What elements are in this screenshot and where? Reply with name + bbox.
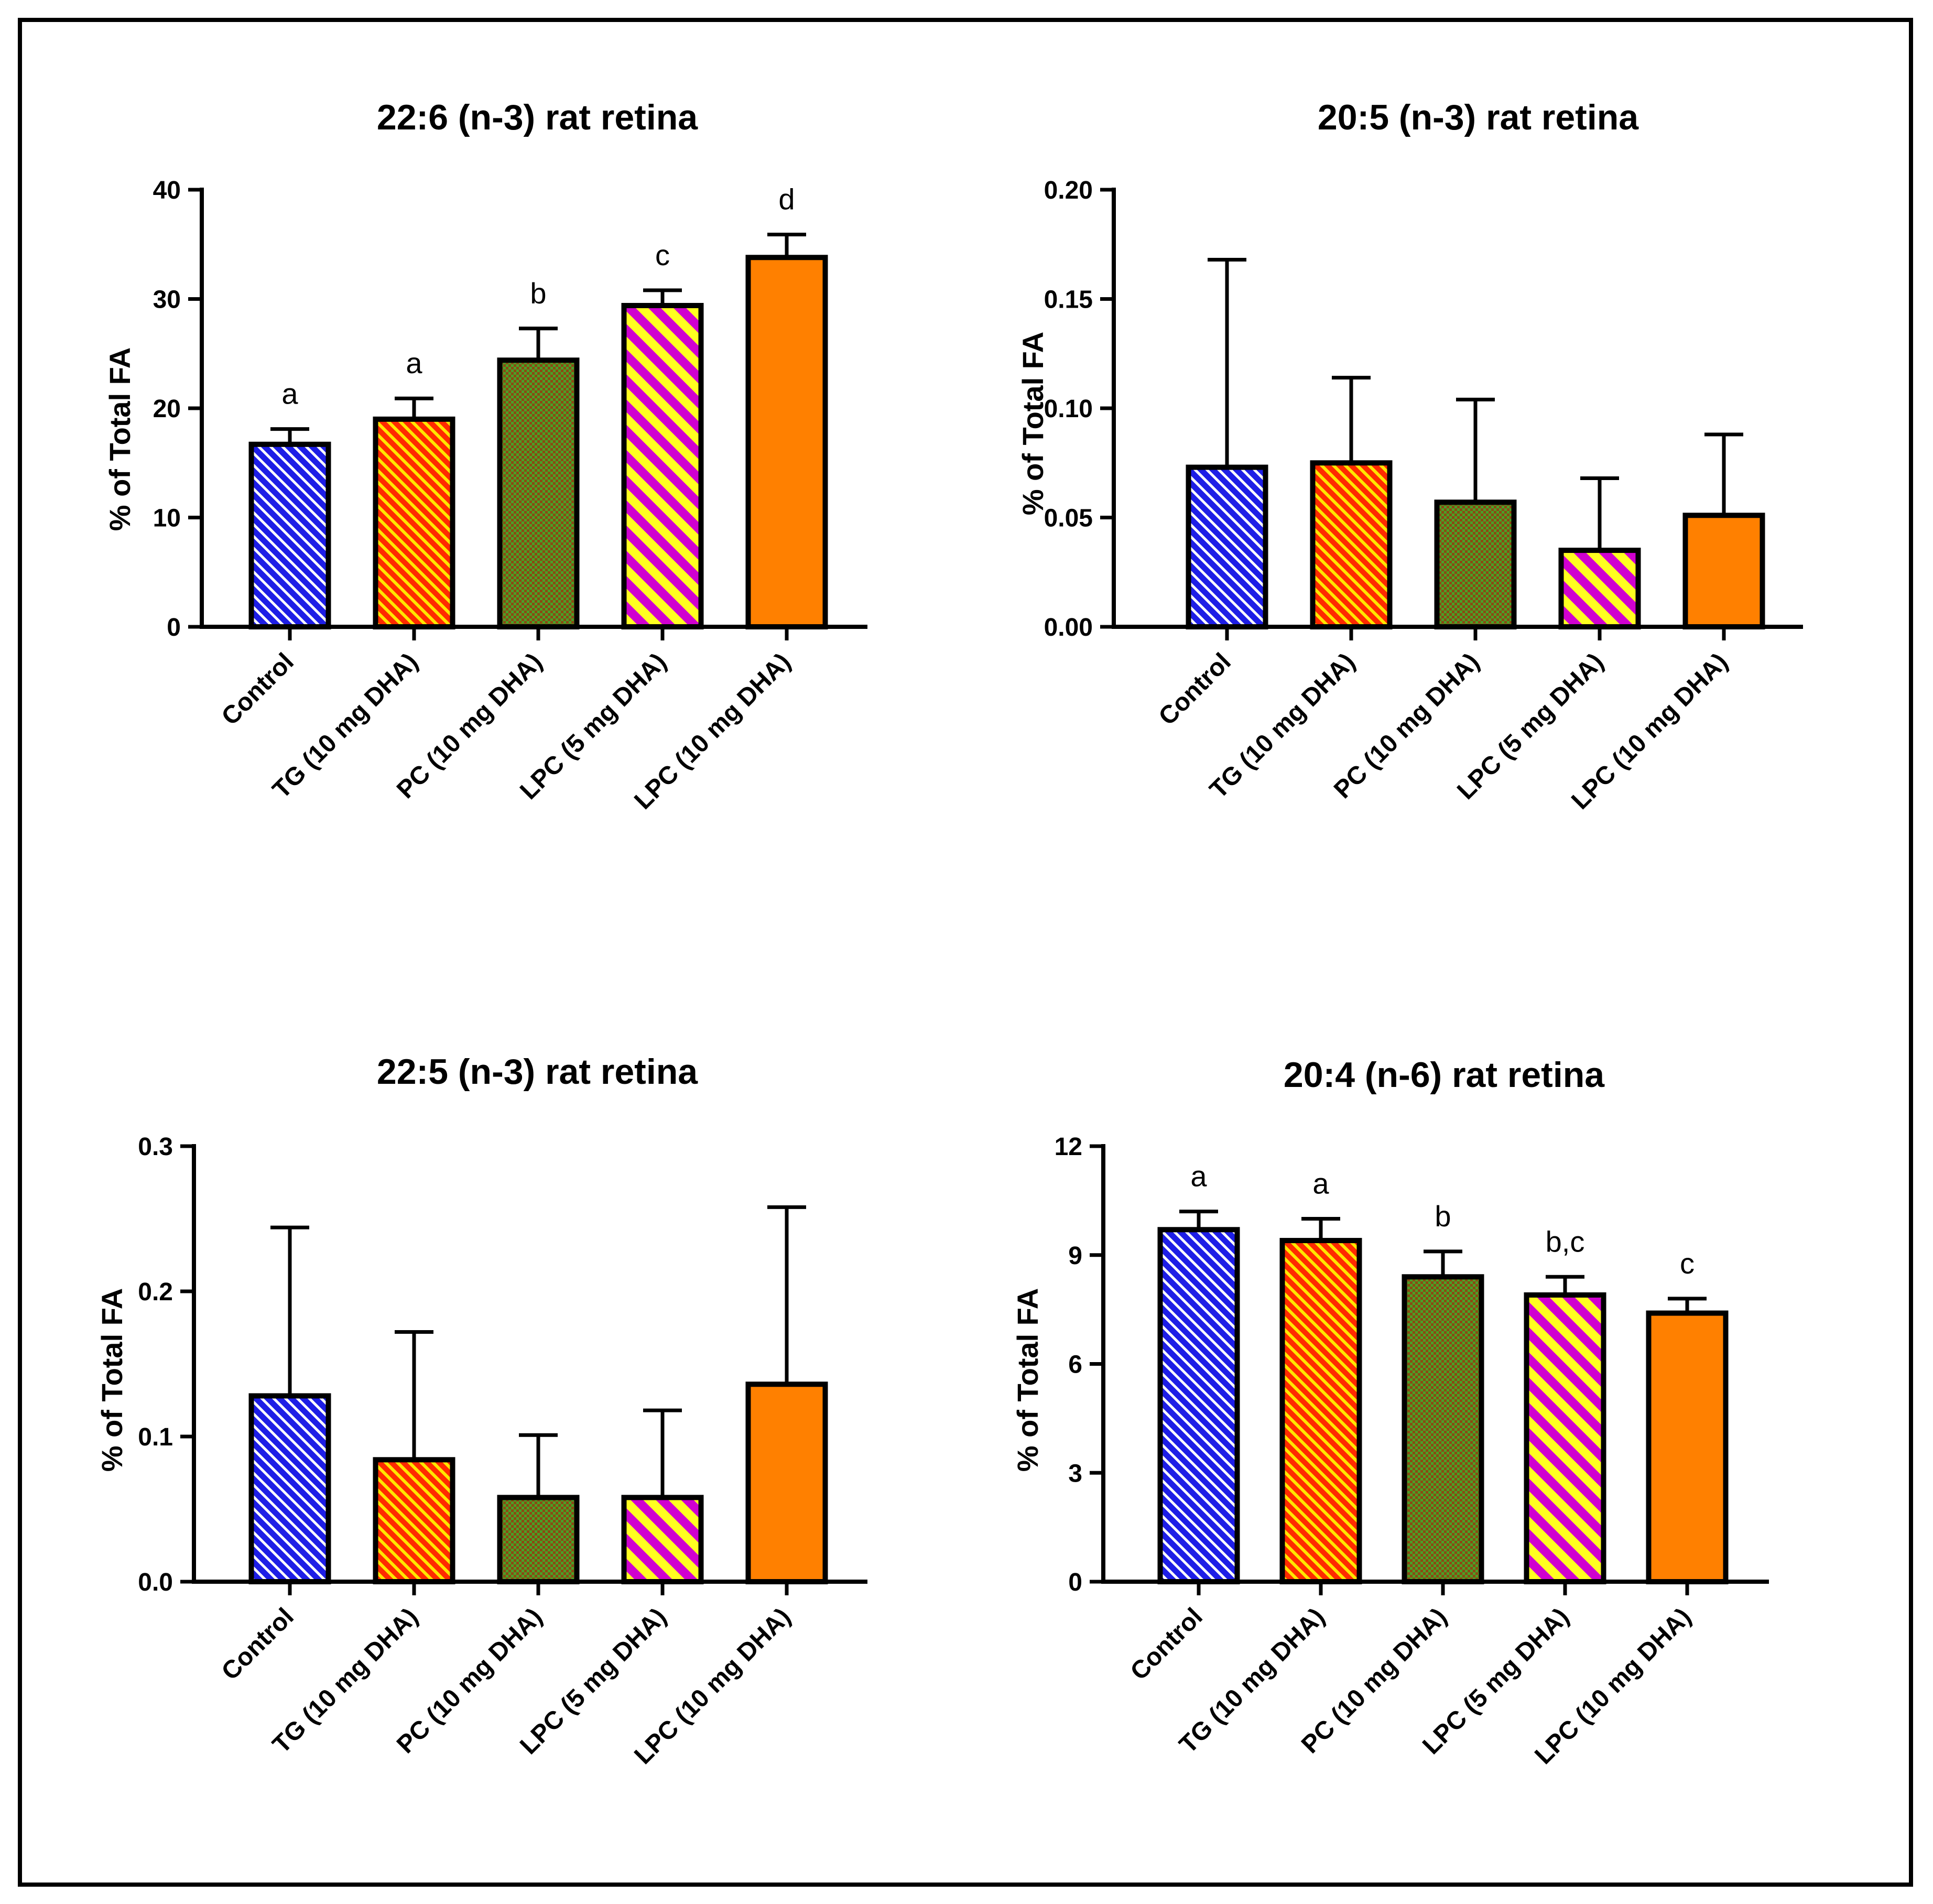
y-axis-label: % of Total FA — [103, 347, 136, 531]
significance-label-3: b,c — [1546, 1225, 1585, 1258]
y-tick-label-0: 0 — [167, 614, 181, 641]
panel-aa: 20:4 (n-6) rat retina % of Total FA a a b b… — [1011, 1055, 1769, 1770]
figure-frame — [18, 18, 1913, 1887]
y-tick-label-0: 0.0 — [138, 1569, 173, 1596]
bar-2 — [1402, 1274, 1484, 1585]
bar-4 — [745, 255, 828, 629]
bar-0 — [1157, 1227, 1240, 1584]
bar-4 — [745, 1381, 828, 1585]
panel-dha: 22:6 (n-3) rat retina % of Total FA a a b c… — [103, 97, 867, 815]
bar-3 — [621, 303, 704, 629]
bar-2 — [497, 1495, 580, 1585]
y-tick-label-1: 3 — [1068, 1460, 1082, 1487]
bar-3 — [1558, 548, 1641, 630]
significance-label-1: a — [1312, 1167, 1329, 1200]
y-tick-label-0: 0.00 — [1044, 614, 1093, 641]
y-tick-label-2: 0.10 — [1044, 395, 1093, 423]
bar-0 — [1186, 464, 1268, 630]
bar-1 — [373, 1457, 455, 1585]
y-tick-label-2: 0.2 — [138, 1278, 173, 1306]
chart-title: 20:4 (n-6) rat retina — [1284, 1055, 1605, 1095]
significance-label-0: a — [281, 377, 298, 410]
significance-label-3: c — [655, 238, 670, 271]
significance-label-1: a — [406, 346, 422, 379]
bar-0 — [248, 441, 331, 629]
chart-title: 20:5 (n-3) rat retina — [1318, 97, 1639, 137]
x-tick-label-0: Control — [1125, 1603, 1208, 1685]
y-tick-label-1: 0.1 — [138, 1423, 173, 1451]
y-axis-label: % of Total FA — [1011, 1288, 1044, 1472]
bar-0 — [248, 1393, 331, 1584]
x-tick-label-0: Control — [1154, 648, 1236, 731]
y-axis-label: % of Total FA — [95, 1288, 128, 1472]
significance-label-4: d — [778, 182, 795, 215]
y-tick-label-1: 10 — [153, 505, 181, 532]
y-tick-label-3: 0.3 — [138, 1133, 173, 1161]
y-tick-label-4: 12 — [1055, 1133, 1082, 1161]
bar-3 — [1524, 1292, 1606, 1585]
y-tick-label-4: 40 — [153, 177, 181, 204]
significance-label-4: c — [1680, 1247, 1695, 1280]
significance-label-2: b — [1435, 1200, 1451, 1233]
significance-label-2: b — [530, 277, 546, 310]
bar-1 — [1310, 460, 1393, 629]
bar-3 — [621, 1495, 704, 1585]
bar-4 — [1682, 513, 1765, 630]
bar-4 — [1646, 1310, 1729, 1585]
y-tick-label-2: 6 — [1068, 1351, 1082, 1379]
bar-1 — [1279, 1238, 1362, 1585]
y-tick-label-3: 0.15 — [1044, 286, 1093, 314]
bar-1 — [373, 416, 455, 629]
y-tick-label-1: 0.05 — [1044, 505, 1093, 532]
bar-2 — [497, 357, 580, 629]
chart-title: 22:5 (n-3) rat retina — [377, 1052, 698, 1092]
panel-epa: 20:5 (n-3) rat retina % of Total FA 0.00… — [1016, 97, 1803, 815]
bar-2 — [1434, 499, 1517, 629]
y-tick-label-4: 0.20 — [1044, 177, 1093, 204]
panel-dpa: 22:5 (n-3) rat retina % of Total FA 0.0 0… — [95, 1052, 867, 1770]
y-tick-label-2: 20 — [153, 395, 181, 423]
y-tick-label-0: 0 — [1068, 1569, 1082, 1596]
significance-label-0: a — [1190, 1160, 1207, 1193]
y-tick-label-3: 30 — [153, 286, 181, 314]
x-tick-label-0: Control — [216, 648, 299, 731]
x-tick-label-0: Control — [216, 1603, 299, 1685]
y-tick-label-3: 9 — [1068, 1242, 1082, 1270]
y-axis-label: % of Total FA — [1016, 332, 1049, 516]
chart-title: 22:6 (n-3) rat retina — [377, 97, 698, 137]
